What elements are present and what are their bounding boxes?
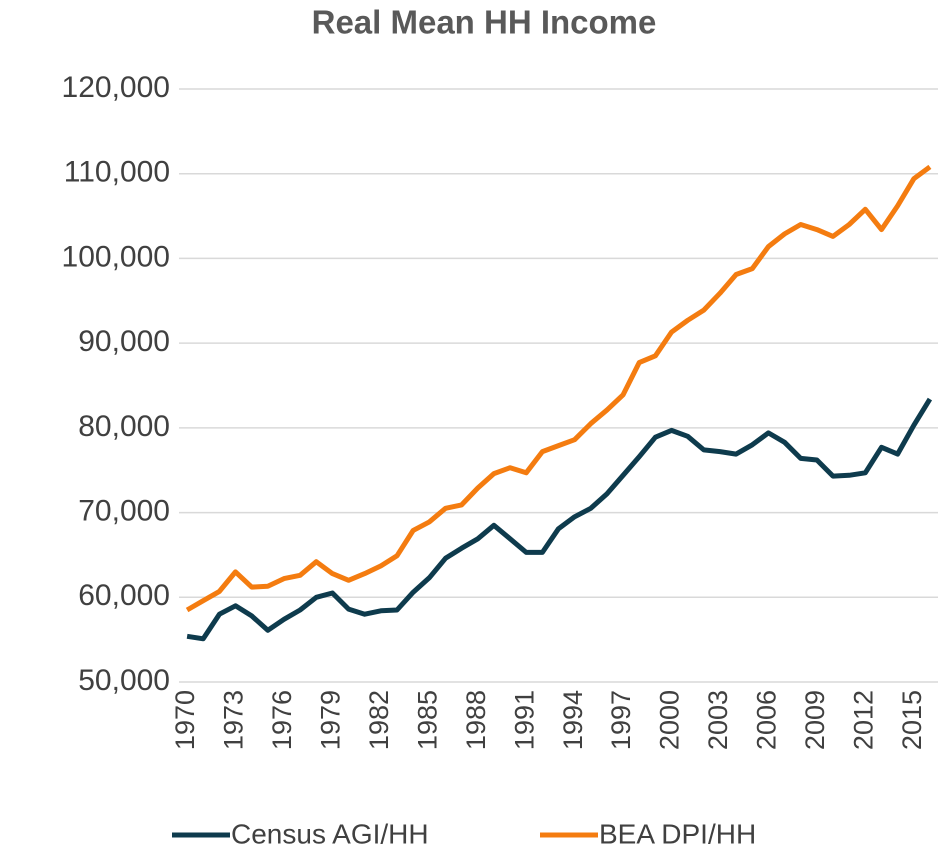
legend-label: BEA DPI/HH bbox=[599, 818, 756, 849]
y-tick-label: 70,000 bbox=[78, 494, 170, 527]
y-tick-label: 110,000 bbox=[64, 156, 170, 189]
x-tick-label: 1997 bbox=[606, 690, 636, 750]
y-tick-label: 90,000 bbox=[78, 325, 170, 358]
x-tick-label: 2003 bbox=[703, 690, 733, 750]
x-tick-label: 2009 bbox=[800, 690, 830, 750]
x-tick-label: 2000 bbox=[655, 690, 685, 750]
x-tick-label: 1994 bbox=[558, 690, 588, 750]
legend-label: Census AGI/HH bbox=[231, 818, 429, 849]
x-tick-label: 1985 bbox=[412, 690, 442, 750]
x-tick-label: 1976 bbox=[267, 690, 297, 750]
x-tick-label: 1973 bbox=[219, 690, 249, 750]
y-tick-label: 120,000 bbox=[62, 71, 170, 104]
y-tick-label: 60,000 bbox=[78, 579, 170, 612]
y-tick-label: 100,000 bbox=[62, 240, 170, 273]
x-tick-label: 1988 bbox=[461, 690, 491, 750]
x-tick-label: 1970 bbox=[170, 690, 200, 750]
chart-title: Real Mean HH Income bbox=[312, 4, 657, 41]
x-tick-label: 2012 bbox=[848, 690, 878, 750]
series-line bbox=[186, 397, 933, 642]
x-tick-label: 2015 bbox=[897, 690, 927, 750]
x-tick-label: 1979 bbox=[316, 690, 346, 750]
x-tick-label: 1991 bbox=[509, 690, 539, 750]
x-tick-label: 2006 bbox=[752, 690, 782, 750]
series-line bbox=[185, 164, 932, 613]
x-tick-label: 1982 bbox=[364, 690, 394, 750]
y-tick-label: 50,000 bbox=[78, 664, 170, 697]
y-tick-label: 80,000 bbox=[78, 410, 170, 443]
